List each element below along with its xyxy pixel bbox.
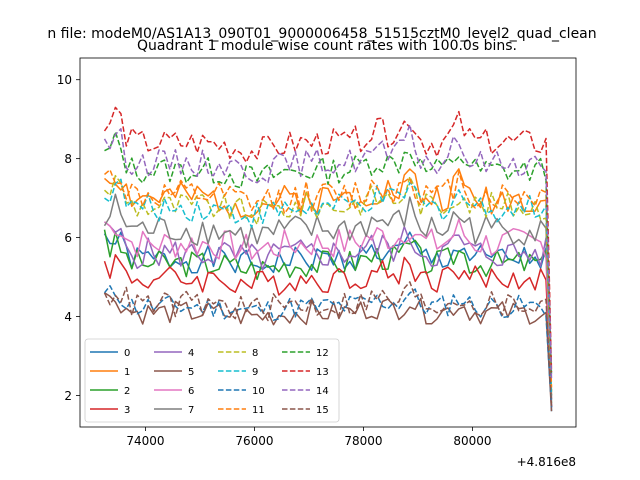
legend-label-13: 13	[316, 367, 329, 378]
x-offset-label: +4.816e8	[517, 455, 576, 469]
y-tick-label: 8	[64, 152, 72, 166]
series-line-9	[104, 178, 553, 396]
axes-frame	[79, 57, 577, 428]
series-line-15	[103, 281, 553, 408]
x-tick-label: 74000	[126, 434, 164, 448]
figure-suptitle: n file: modeM0/AS1A13_090T01_9000006458_…	[47, 26, 596, 42]
legend-label-10: 10	[252, 386, 265, 397]
series-line-14	[103, 123, 553, 380]
legend-label-4: 4	[188, 348, 194, 359]
y-tick-label: 2	[64, 389, 72, 403]
x-tick-label: 80000	[453, 434, 491, 448]
series-line-4	[104, 221, 553, 408]
legend-label-8: 8	[252, 348, 258, 359]
y-tick-label: 6	[64, 231, 72, 245]
chart-title: Quadrant 1 module wise count rates with …	[137, 38, 517, 54]
legend-label-9: 9	[252, 367, 258, 378]
series-line-3	[103, 254, 553, 408]
y-tick-label: 10	[57, 73, 72, 87]
y-tick-label: 4	[64, 310, 72, 324]
series-line-13	[103, 106, 553, 372]
legend-label-5: 5	[188, 367, 194, 378]
legend-label-11: 11	[252, 405, 265, 416]
x-tick-label: 78000	[344, 434, 382, 448]
series-line-8	[103, 174, 553, 392]
legend-label-6: 6	[188, 386, 194, 397]
legend-label-2: 2	[124, 386, 130, 397]
legend-label-14: 14	[316, 386, 329, 397]
y-axis: 2 4 6 8 10	[57, 73, 80, 403]
legend-label-1: 1	[124, 367, 130, 378]
legend-label-3: 3	[124, 405, 130, 416]
series-line-0	[103, 231, 553, 412]
series-line-7	[103, 193, 553, 400]
legend-label-0: 0	[124, 348, 130, 359]
legend-label-12: 12	[316, 348, 329, 359]
series-line-6	[104, 218, 553, 400]
series-line-10	[103, 285, 553, 408]
plot-lines	[103, 106, 553, 412]
x-axis: 74000 76000 78000 80000	[126, 427, 492, 448]
x-tick-label: 76000	[235, 434, 273, 448]
legend-label-7: 7	[188, 405, 194, 416]
legend-box	[84, 338, 340, 423]
series-line-1	[104, 168, 553, 396]
legend-label-15: 15	[316, 405, 329, 416]
